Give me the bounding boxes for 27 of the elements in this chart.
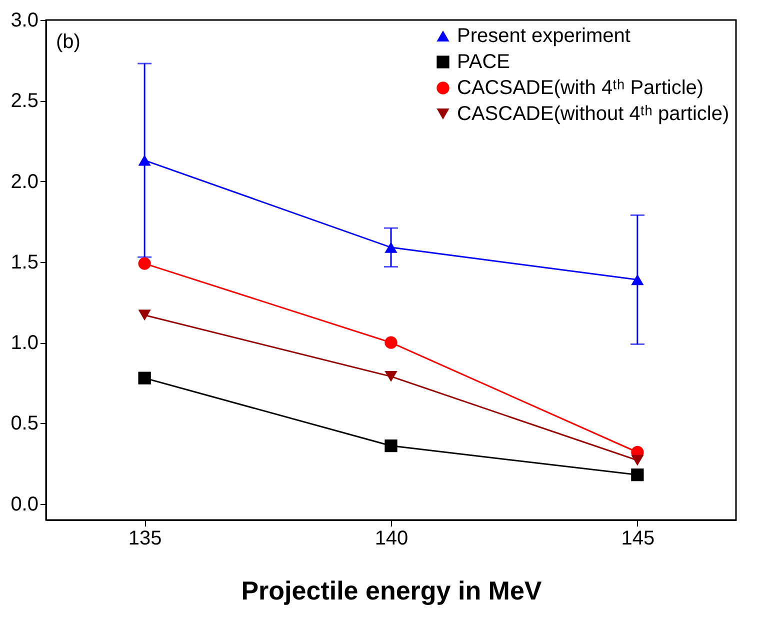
x-tick-label: 145 [621,528,655,550]
legend-label: CASCADE(without 4ᵗʰ particle) [457,103,730,125]
point [384,370,398,382]
y-tick-label: 2.5 [10,90,38,112]
y-tick-label: 2.0 [10,170,38,193]
point [138,372,151,384]
x-tick-label: 140 [374,528,408,550]
y-tick-label: 1.5 [10,251,38,274]
legend-label: Present experiment [457,25,631,47]
point [138,257,151,270]
point [138,310,151,321]
point [631,454,644,466]
y-tick-label: 3.0 [10,10,38,32]
point [138,154,151,166]
point [384,242,398,253]
legend-label: PACE [457,51,510,73]
point [631,274,644,286]
point [384,336,398,349]
point [631,468,644,482]
x-axis-title: Projectile energy in MeV [241,576,542,606]
y-tick-label: 1.0 [10,332,38,354]
annotation: (b) [56,31,80,53]
point [384,439,398,452]
legend-label: CACSADE(with 4ᵗʰ Particle) [457,77,704,99]
y-tick-label: 0.5 [10,412,38,435]
y-tick-label: 0.0 [10,493,38,516]
x-tick-label: 135 [128,528,162,550]
